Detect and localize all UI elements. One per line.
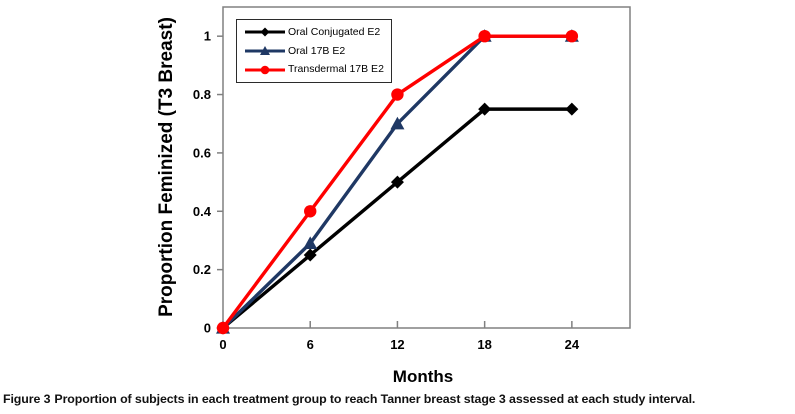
data-point-triangle [390,116,405,130]
legend-label-1: Oral 17B E2 [288,44,346,57]
y-tick-label: 0.4 [193,204,212,219]
x-tick-label: 6 [307,337,314,352]
data-point-triangle [303,236,318,249]
y-tick-label: 0.2 [193,262,211,277]
legend-diamond-icon [245,27,285,37]
y-tick-label: 0.8 [193,87,211,102]
legend-marker [260,45,270,55]
data-point-diamond [390,175,404,189]
chart-legend: Oral Conjugated E2 Oral 17B E2 Transdermal… [236,19,392,83]
legend-circle-icon [245,65,285,74]
data-point-circle [478,29,491,43]
legend-triangle-icon [245,45,285,55]
legend-label-0: Oral Conjugated E2 [288,26,381,39]
legend-marker [260,27,270,37]
data-point-diamond [478,102,492,116]
data-point-diamond [303,248,317,262]
legend-item-2: Transdermal 17B E2 [244,63,387,77]
x-axis-ticks: 0 6 12 18 24 [219,321,580,352]
y-axis-ticks: 0 0.2 0.4 0.6 0.8 1 [193,29,223,336]
data-point-circle [391,88,404,101]
chart-series [216,29,579,335]
data-point-circle [216,321,230,335]
legend-label-2: Transdermal 17B E2 [288,63,384,76]
data-point-diamond [565,102,579,116]
x-tick-label: 0 [219,337,226,352]
figure-caption: Figure 3 Proportion of subjects in each t… [3,392,793,407]
x-tick-label: 24 [565,337,580,352]
legend-item-0: Oral Conjugated E2 [244,25,387,39]
legend-item-1: Oral 17B E2 [244,44,387,58]
data-point-circle [304,205,317,218]
figure-caption-label: Figure 3 [3,392,51,406]
data-point-circle [565,29,579,43]
x-tick-label: 12 [390,337,404,352]
figure-caption-text: Proportion of subjects in each treatment… [54,392,696,406]
chart-canvas: 0 0.2 0.4 0.6 0.8 1 0 6 12 18 24 Proportion Femin… [156,6,631,386]
x-axis-title: Months [393,367,453,386]
legend-marker [260,65,270,74]
y-tick-label: 0.6 [193,145,211,160]
y-tick-label: 1 [204,29,211,44]
plot-area-border [222,6,631,329]
y-axis-title: Proportion Feminized (T3 Breast) [156,17,177,317]
series-line-0 [221,107,572,330]
y-tick-label: 0 [204,321,211,336]
x-tick-label: 18 [477,337,491,352]
